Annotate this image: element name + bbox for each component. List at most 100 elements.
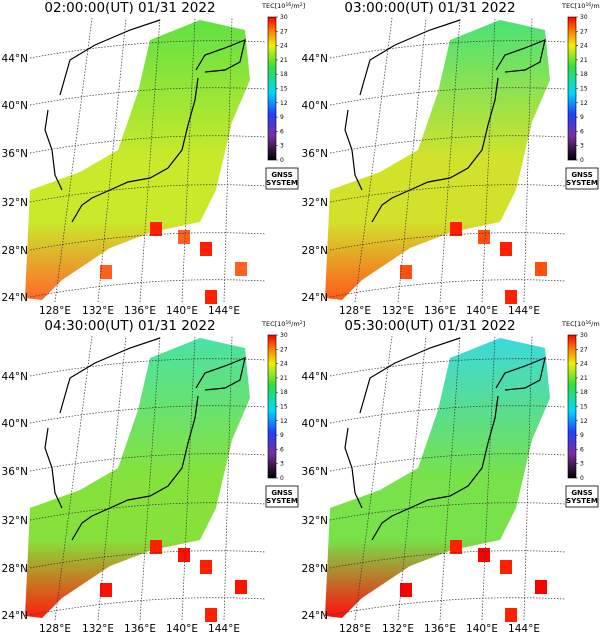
latitude-line	[29, 358, 266, 377]
colorbar-label-part: 2	[300, 2, 303, 8]
lat-label: 40°N	[302, 418, 328, 430]
lon-label: 128°E	[39, 305, 71, 317]
colorbar-label-part: 2	[300, 320, 303, 326]
colorbar-tick-label: 18	[580, 71, 588, 78]
tec-patch	[100, 583, 112, 597]
badge-box	[265, 167, 299, 190]
latitude-line	[29, 87, 266, 106]
colorbar-label: TEC[1016/m2]	[561, 2, 600, 11]
latitude-line	[329, 184, 566, 203]
colorbar-tick-label: 6	[580, 128, 584, 135]
lat-label: 36°N	[2, 466, 28, 478]
colorbar-tick-label: 6	[280, 128, 284, 135]
lon-label: 128°E	[339, 623, 371, 635]
colorbar-tick-label: 0	[580, 475, 584, 482]
colorbar-tick-label: 9	[280, 114, 284, 121]
latitude-line	[329, 550, 566, 569]
latitude-line	[29, 184, 266, 203]
colorbar-tick-label: 24	[280, 43, 288, 50]
lat-label: 44°N	[302, 53, 328, 65]
latitude-line	[29, 597, 266, 616]
lon-label: 140°E	[166, 305, 198, 317]
longitude-line	[481, 335, 496, 621]
colorbar-tick-label: 21	[580, 375, 588, 382]
lat-label: 32°N	[302, 197, 328, 209]
colorbar-tick-label: 27	[280, 346, 288, 353]
panel-title: 02:00:00(UT) 01/31 2022	[44, 0, 215, 16]
tec-patch	[150, 222, 162, 236]
latitude-line	[329, 502, 566, 521]
longitude-line	[181, 17, 196, 303]
lon-label: 132°E	[382, 305, 414, 317]
colorbar-tick-label: 21	[280, 375, 288, 382]
colorbar-tick-label: 30	[580, 332, 588, 339]
colorbar-label-part: 16	[285, 2, 291, 8]
colorbar-tick-label: 3	[280, 461, 284, 468]
map-panel: 04:30:00(UT) 01/31 2022 44°N 40°N 36°N 32°N 2…	[2, 318, 306, 635]
map-panel: 02:00:00(UT) 01/31 2022 44°N 40°N 36°N 32°N 2…	[2, 0, 306, 317]
tec-patch	[450, 222, 462, 236]
latitude-line	[29, 279, 266, 298]
colorbar-tick-label: 6	[580, 446, 584, 453]
lon-label: 132°E	[82, 623, 114, 635]
lon-label: 132°E	[382, 623, 414, 635]
badge-text: SYSTEM	[266, 497, 298, 505]
lat-label: 44°N	[2, 371, 28, 383]
colorbar-label-part: TEC[10	[561, 2, 585, 10]
latitude-line	[29, 453, 266, 472]
colorbar-tick-label: 18	[280, 71, 288, 78]
colorbar-tick-label: 15	[280, 404, 288, 411]
tec-patch	[178, 548, 190, 562]
tec-coverage	[325, 20, 550, 300]
longitude-line	[223, 17, 233, 303]
colorbar-tick-label: 15	[580, 86, 588, 93]
longitude-line	[439, 335, 461, 621]
colorbar-tick-label: 18	[580, 389, 588, 396]
longitude-line	[397, 17, 427, 303]
lat-label: 36°N	[2, 148, 28, 160]
colorbar-label-part: 16	[585, 2, 591, 8]
tec-coverage	[25, 20, 250, 300]
tec-patch	[500, 560, 512, 574]
colorbar-label: TEC[1016/m2]	[261, 2, 305, 11]
colorbar-tick-label: 3	[280, 143, 284, 150]
tec-patch	[505, 290, 517, 304]
panel-title: 04:30:00(UT) 01/31 2022	[44, 318, 215, 334]
latitude-line	[329, 232, 566, 251]
colorbar-tick-label: 27	[580, 28, 588, 35]
latitude-line	[329, 135, 566, 154]
colorbar-tick-label: 30	[280, 332, 288, 339]
colorbar-label-part: /m	[591, 320, 600, 328]
lon-label: 128°E	[339, 305, 371, 317]
badge-text: GNSS	[571, 489, 592, 497]
badge-text: GNSS	[271, 171, 292, 179]
coastline	[44, 19, 246, 223]
lat-label: 40°N	[2, 100, 28, 112]
tec-patch	[178, 230, 190, 244]
lat-label: 44°N	[2, 53, 28, 65]
lat-label: 32°N	[302, 515, 328, 527]
longitude-line	[397, 335, 427, 621]
lat-label: 24°N	[302, 610, 328, 622]
tec-patch	[200, 242, 212, 256]
colorbar-tick-label: 30	[280, 14, 288, 21]
colorbar-label: TEC[1016/m2]	[261, 320, 305, 329]
colorbar-tick-label: 0	[280, 157, 284, 164]
lat-label: 44°N	[302, 371, 328, 383]
colorbar-tick-label: 12	[580, 100, 588, 107]
colorbar-tick-label: 9	[580, 432, 584, 439]
tec-patch	[150, 540, 162, 554]
colorbar-label-part: ]	[303, 320, 306, 328]
colorbar-label-part: 16	[285, 320, 291, 326]
lat-label: 28°N	[2, 563, 28, 575]
lat-label: 32°N	[2, 515, 28, 527]
longitude-line	[439, 17, 461, 303]
colorbar-label-part: ]	[303, 2, 306, 10]
lon-label: 140°E	[466, 623, 498, 635]
badge-text: SYSTEM	[566, 179, 598, 187]
lat-label: 28°N	[302, 245, 328, 257]
badge-box	[565, 167, 599, 190]
badge-text: GNSS	[271, 489, 292, 497]
colorbar-label-part: 16	[585, 320, 591, 326]
longitude-line	[481, 17, 496, 303]
